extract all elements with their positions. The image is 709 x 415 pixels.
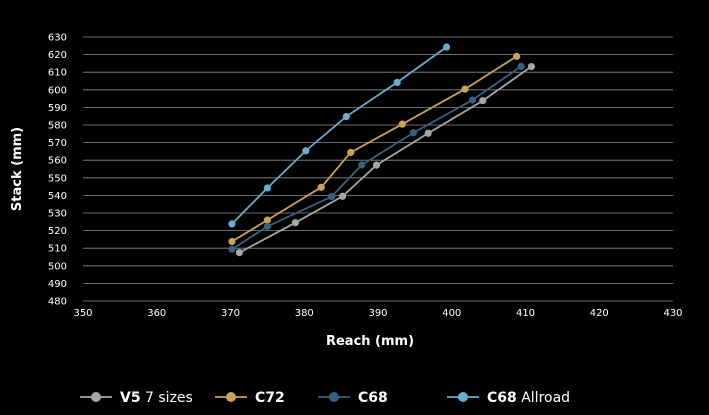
legend-marker [91,392,101,402]
data-point [442,43,451,51]
legend-item[interactable]: C72 [215,390,285,406]
data-point [263,216,271,224]
series-2 [228,62,525,253]
series-0 [235,62,536,257]
x-tick-label: 400 [442,308,461,319]
legend-label-rest: 7 sizes [141,390,193,406]
legend-label: V5 7 sizes [120,390,193,406]
legend-label-rest: Allroad [517,390,570,406]
data-point [347,148,355,157]
series-line [238,65,532,254]
x-tick-label: 360 [147,308,166,319]
data-point [517,62,525,70]
legend-item[interactable]: C68 Allroad [447,390,570,406]
x-tick-labels: 350 360 370 380 390 400 410 420 430 [73,308,682,319]
legend-label: C72 [255,390,285,406]
data-point [424,129,432,137]
data-point [372,161,381,169]
legend-item[interactable]: C68 [318,390,388,406]
y-tick-label: 570 [48,138,67,149]
legend-label: C68 Allroad [487,390,570,406]
series-1 [228,52,521,246]
data-point [302,147,310,155]
data-point [393,78,401,87]
x-tick-label: 390 [368,308,387,319]
series-3 [228,43,451,228]
y-tick-label: 580 [48,121,67,132]
legend-label: C68 [358,390,388,406]
data-point [479,97,487,105]
legend-marker [329,392,339,402]
data-point [228,237,236,246]
legend-marker [458,392,468,402]
data-point [228,220,236,228]
data-point [513,52,521,60]
y-tick-labels: 480 490 500 510 520 530 540 550 560 570 580 590 600 6… [48,33,67,308]
data-point [263,222,271,230]
y-tick-label: 590 [48,103,67,114]
data-point [339,192,347,200]
x-tick-label: 350 [73,308,92,319]
y-tick-label: 630 [48,33,67,44]
x-tick-label: 370 [221,308,240,319]
legend-label-bold: C72 [255,390,285,406]
y-tick-label: 500 [48,261,67,272]
legend-label-bold: C68 [358,390,388,406]
data-point [317,183,325,191]
data-point [527,62,536,71]
series-line [231,65,522,251]
legend-marker [226,392,236,402]
y-tick-label: 480 [48,297,67,308]
data-point [461,85,469,93]
data-point [228,245,236,253]
y-tick-label: 510 [48,244,67,255]
legend-label-bold: C68 [487,390,517,406]
data-point [342,112,350,121]
data-point [327,193,336,201]
x-tick-label: 380 [295,308,314,319]
y-tick-label: 540 [48,191,67,202]
data-point [291,219,299,227]
series-line [231,46,448,225]
y-tick-label: 610 [48,68,67,79]
x-axis-title: Reach (mm) [326,334,414,349]
data-point [398,120,406,128]
legend-item[interactable]: V5 7 sizes [80,390,193,406]
x-tick-label: 430 [663,308,682,319]
y-tick-label: 560 [48,156,67,167]
x-tick-label: 410 [516,308,535,319]
y-tick-label: 600 [48,85,67,96]
data-point [468,96,476,104]
data-point [409,129,417,137]
x-tick-label: 420 [590,308,609,319]
data-point [358,161,366,169]
series-line [231,55,518,243]
y-tick-label: 520 [48,226,67,237]
y-tick-label: 490 [48,279,67,290]
y-tick-label: 530 [48,209,67,220]
legend[interactable]: V5 7 sizes C72 C68 C68 Allroad [80,390,570,406]
y-tick-label: 620 [48,50,67,61]
y-tick-label: 550 [48,173,67,184]
data-point [235,249,243,257]
legend-label-bold: V5 [120,390,141,406]
data-point [263,184,271,192]
gridlines [83,36,673,302]
series-lines [228,43,536,257]
y-axis-title: Stack (mm) [10,127,25,211]
